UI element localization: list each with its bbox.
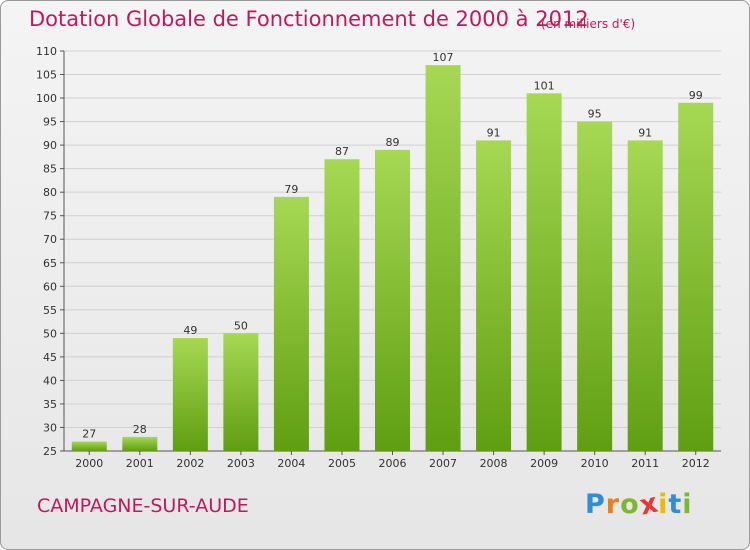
bar-2009 [526, 93, 562, 452]
y-tick-label: 65 [43, 257, 57, 270]
chart-title: Dotation Globale de Fonctionnement de 20… [29, 7, 589, 31]
bar-value-label: 27 [82, 428, 96, 441]
x-tick-label: 2011 [631, 457, 659, 470]
bar-2000 [71, 441, 107, 451]
y-tick-label: 35 [43, 398, 57, 411]
x-tick-label: 2009 [530, 457, 558, 470]
bar-2012 [678, 102, 714, 451]
bar-value-label: 91 [487, 126, 501, 139]
x-tick-label: 2003 [227, 457, 255, 470]
bar-2008 [476, 140, 512, 452]
logo-letter: P [585, 489, 606, 520]
bar-2007 [425, 65, 461, 451]
x-tick-label: 2012 [682, 457, 710, 470]
bar-value-label: 50 [234, 319, 248, 332]
bar-2011 [627, 140, 663, 452]
bar-value-label: 49 [183, 324, 197, 337]
bar-value-label: 95 [588, 108, 602, 121]
bar-value-label: 89 [386, 136, 400, 149]
x-tick-label: 2008 [480, 457, 508, 470]
bar-2010 [577, 121, 613, 452]
y-tick-label: 105 [36, 69, 57, 82]
x-tick-label: 2007 [429, 457, 457, 470]
y-tick-label: 110 [36, 45, 57, 58]
y-tick-label: 85 [43, 163, 57, 176]
bar-2006 [375, 149, 410, 451]
labels: 25 30 35 40 45 50 55 60 65 70 75 80 85 90 95 100 105 110 2… [36, 45, 710, 470]
bar-2002 [172, 338, 208, 451]
y-tick-label: 70 [43, 233, 57, 246]
bar-value-label: 87 [335, 145, 349, 158]
y-tick-label: 55 [43, 304, 57, 317]
y-tick-label: 75 [43, 210, 57, 223]
x-tick-label: 2002 [176, 457, 204, 470]
logo-letter: r [605, 489, 621, 520]
x-tick-label: 2010 [581, 457, 609, 470]
x-tick-label: 2005 [328, 457, 356, 470]
y-tick-label: 50 [43, 327, 57, 340]
bar-value-label: 99 [689, 89, 703, 102]
y-tick-label: 95 [43, 116, 57, 129]
y-tick-label: 25 [43, 445, 57, 458]
logo-letter: i [682, 489, 693, 520]
chart-subtitle: (en milliers d'€) [541, 17, 636, 31]
y-tick-label: 90 [43, 139, 57, 152]
logo-letter: t [668, 489, 683, 520]
logo-letter: i [658, 489, 669, 520]
bar-2003 [223, 333, 259, 451]
y-tick-label: 30 [43, 421, 57, 434]
x-tick-label: 2006 [379, 457, 407, 470]
y-tick-label: 40 [43, 374, 57, 387]
bar-value-label: 79 [284, 183, 298, 196]
bar-value-label: 91 [638, 126, 652, 139]
commune-name: CAMPAGNE-SUR-AUDE [37, 495, 249, 517]
bar-value-label: 28 [133, 423, 147, 436]
bars [71, 65, 714, 452]
y-tick-label: 45 [43, 351, 57, 364]
y-tick-label: 100 [36, 92, 57, 105]
bar-2004 [273, 196, 309, 451]
x-tick-label: 2000 [75, 457, 103, 470]
x-tick-label: 2004 [277, 457, 305, 470]
y-tick-label: 80 [43, 186, 57, 199]
y-tick-label: 60 [43, 280, 57, 293]
proxiti-logo: Proxiti [585, 487, 693, 521]
logo-letter: o [620, 489, 640, 520]
bar-2005 [324, 159, 360, 451]
bar-2001 [122, 436, 158, 451]
bar-value-label: 101 [534, 79, 555, 92]
x-tick-label: 2001 [126, 457, 154, 470]
bar-value-label: 107 [433, 51, 454, 64]
